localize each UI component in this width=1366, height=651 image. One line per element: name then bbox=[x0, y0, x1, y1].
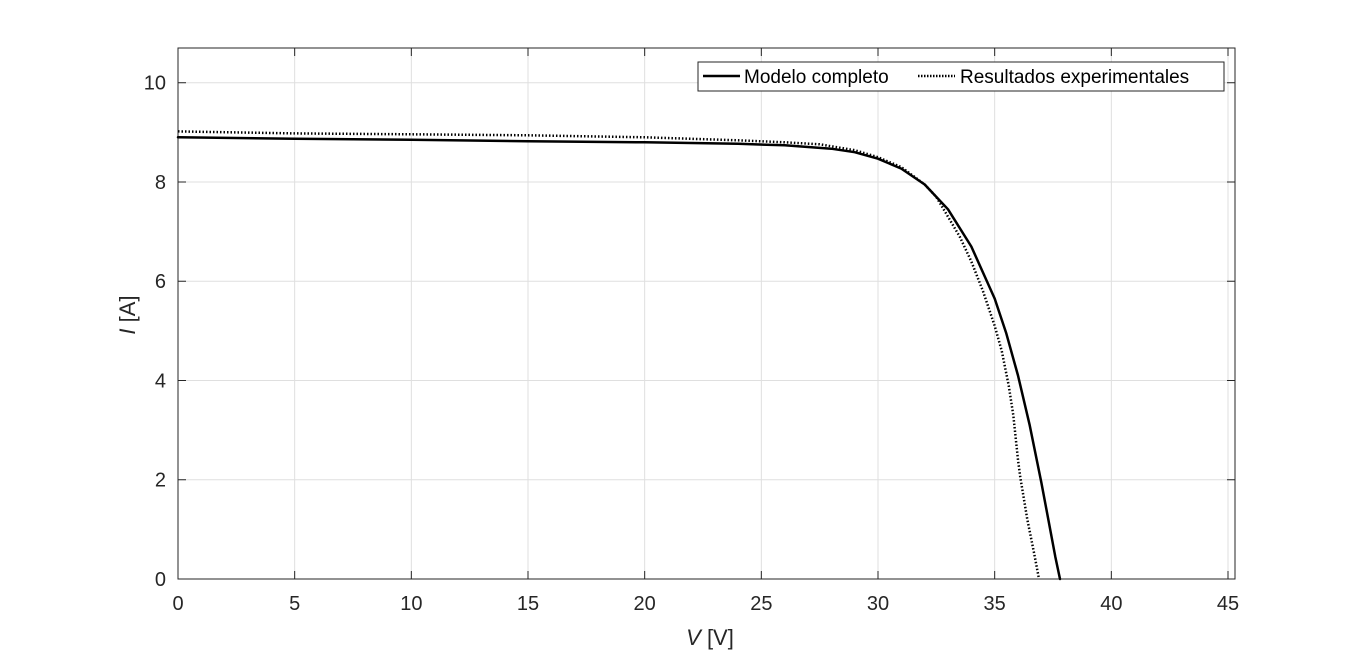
y-tick-label: 2 bbox=[155, 470, 166, 492]
legend-label-experimentales: Resultados experimentales bbox=[960, 67, 1189, 88]
x-axis-unit: [V] bbox=[701, 625, 734, 650]
x-tick-label: 25 bbox=[750, 593, 772, 615]
y-tick-label: 0 bbox=[155, 569, 166, 591]
x-tick-label: 30 bbox=[867, 593, 889, 615]
y-tick-label: 4 bbox=[155, 370, 166, 392]
series-line-modelo-completo bbox=[176, 136, 1062, 581]
x-tick-label: 10 bbox=[400, 593, 422, 615]
x-tick-label: 15 bbox=[517, 593, 539, 615]
x-tick-label: 20 bbox=[634, 593, 656, 615]
series-line-resultados-experimentales bbox=[177, 130, 1041, 580]
x-tick-label: 45 bbox=[1217, 593, 1239, 615]
plot-box bbox=[177, 47, 1236, 580]
plot-series bbox=[176, 130, 1062, 581]
y-axis-unit: [A] bbox=[115, 295, 140, 328]
legend-label-modelo: Modelo completo bbox=[744, 67, 889, 88]
x-tick-label: 5 bbox=[289, 593, 300, 615]
x-tick-label: 0 bbox=[172, 593, 183, 615]
axes: 0 5 10 15 20 25 30 35 40 45 0 2 4 6 8 10 bbox=[144, 47, 1239, 615]
legend-box bbox=[697, 61, 1225, 92]
y-axis-variable: I bbox=[115, 328, 140, 334]
x-tick-label: 35 bbox=[984, 593, 1006, 615]
y-tick-label: 6 bbox=[155, 271, 166, 293]
y-tick-label: 8 bbox=[155, 172, 166, 194]
y-tick-label: 10 bbox=[144, 73, 166, 95]
y-axis-label: I [A] bbox=[115, 295, 140, 334]
x-axis-label: V [V] bbox=[686, 625, 734, 650]
x-tick-label: 40 bbox=[1100, 593, 1122, 615]
grid bbox=[178, 48, 1235, 579]
x-axis-variable: V bbox=[686, 625, 703, 650]
legend: Modelo completo Resultados experimentale… bbox=[697, 61, 1225, 92]
